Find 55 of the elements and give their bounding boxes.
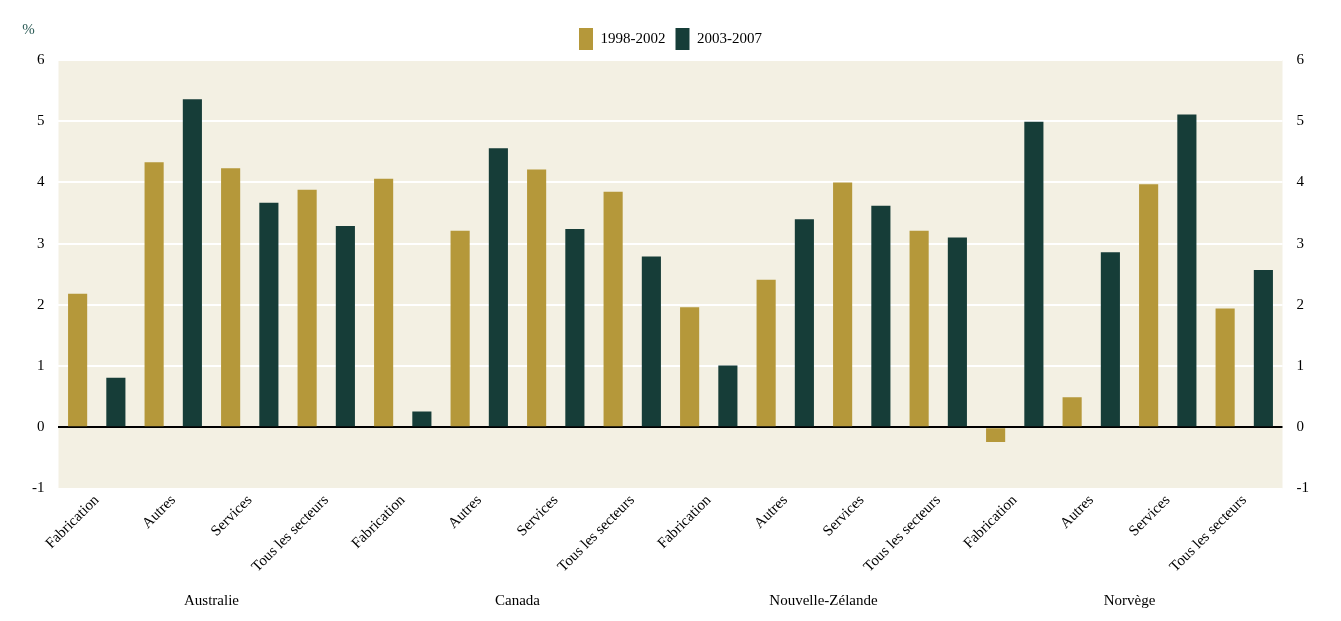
y-tick-label: 6 [37, 50, 45, 67]
y2-tick-label: -1 [1296, 479, 1309, 496]
bar [450, 230, 470, 427]
bar [68, 293, 88, 427]
y2-tick-label: 4 [1296, 173, 1305, 190]
bar [756, 279, 776, 427]
bar [297, 189, 317, 427]
bar [1253, 269, 1273, 427]
bar [909, 230, 929, 427]
y2-tick-label: 0 [1296, 418, 1304, 435]
bar [221, 168, 241, 427]
bar [641, 256, 661, 427]
bar [947, 237, 967, 427]
bar [1215, 308, 1235, 427]
y-tick-label: 2 [37, 295, 45, 312]
bar [718, 365, 738, 427]
bar [603, 191, 623, 427]
y-tick-label: 1 [37, 357, 45, 374]
text: Canada [495, 591, 541, 608]
bar [794, 219, 814, 427]
bar [1024, 121, 1044, 427]
bar [412, 411, 432, 427]
bar [1100, 252, 1120, 427]
bar [1139, 184, 1159, 427]
y2-tick-label: 2 [1296, 295, 1304, 312]
y2-tick-label: 1 [1296, 357, 1304, 374]
y2-tick-label: 6 [1296, 50, 1305, 67]
bar [565, 228, 585, 427]
text: Norvège [1103, 591, 1156, 608]
text: Nouvelle-Zélande [769, 591, 878, 608]
bar [259, 202, 279, 427]
bar [833, 182, 853, 427]
text: Australie [184, 591, 240, 608]
y-tick-label: 0 [37, 418, 45, 435]
bar [374, 178, 394, 427]
bar [1062, 397, 1082, 427]
bar [335, 225, 355, 427]
y-tick-label: 4 [37, 173, 45, 190]
bar [144, 162, 164, 427]
y2-tick-label: 3 [1296, 234, 1304, 251]
legend-label: 2003-2007 [697, 29, 763, 46]
bar [527, 169, 547, 427]
bar [488, 148, 508, 427]
bar [986, 428, 1006, 443]
bar [1177, 114, 1197, 427]
bar [680, 307, 700, 427]
y-axis-title: % [22, 20, 35, 37]
legend-label: 1998-2002 [600, 29, 666, 46]
y-tick-label: -1 [32, 479, 45, 496]
y-tick-label: 3 [37, 234, 45, 251]
y-tick-label: 5 [37, 112, 45, 129]
bar [182, 99, 202, 427]
bar [106, 377, 126, 427]
bar [871, 205, 891, 427]
y2-tick-label: 5 [1296, 112, 1304, 129]
